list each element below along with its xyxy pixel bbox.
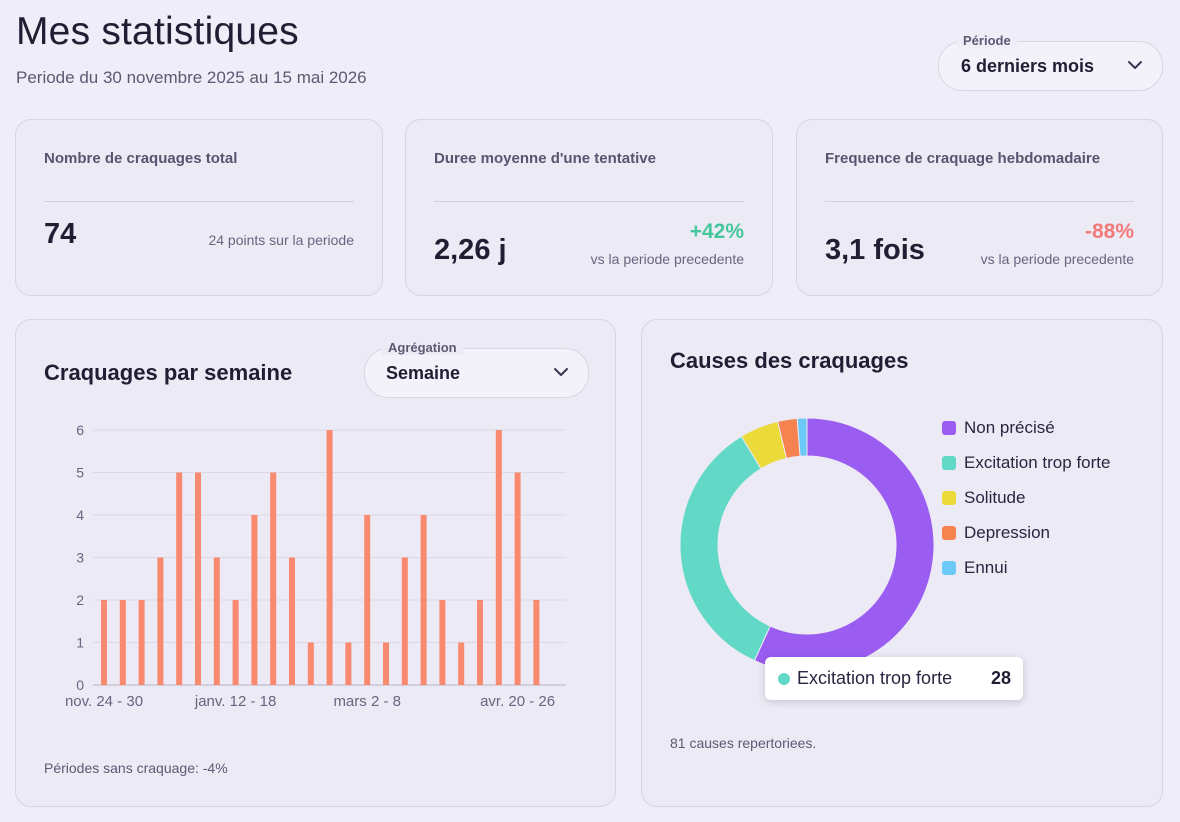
- legend-swatch: [942, 490, 956, 505]
- tooltip-swatch: [778, 673, 790, 685]
- kpi-note: vs la periode precedente: [590, 251, 744, 267]
- kpi-card-frequency: Frequence de craquage hebdomadaire 3,1 f…: [796, 119, 1163, 296]
- period-select-value: 6 derniers mois: [961, 56, 1095, 76]
- kpi-title: Duree moyenne d'une tentative: [434, 150, 656, 167]
- tooltip-label: Excitation trop forte: [797, 668, 953, 688]
- legend-item[interactable]: Solitude: [942, 480, 1110, 515]
- panel-title: Causes des craquages: [670, 348, 909, 373]
- legend-label: Excitation trop forte: [964, 452, 1111, 472]
- legend-swatch: [942, 525, 956, 540]
- kpi-delta: -88%: [1084, 220, 1134, 243]
- legend-item[interactable]: Excitation trop forte: [942, 445, 1110, 480]
- weekly-chart-card: Craquages par semaine Agrégation Semaine…: [15, 319, 616, 807]
- divider: [434, 201, 744, 202]
- kpi-note: 24 points sur la periode: [208, 232, 354, 248]
- tooltip-value: 28: [990, 668, 1011, 688]
- divider: [825, 201, 1134, 202]
- period-select[interactable]: Période 6 derniers mois: [938, 33, 1163, 91]
- kpi-value: 2,26 j: [434, 234, 507, 266]
- aggregation-select-label: Agrégation: [382, 340, 463, 355]
- chart-footnote: 81 causes repertoriees.: [670, 735, 817, 751]
- period-select-label: Période: [957, 33, 1017, 48]
- kpi-title: Frequence de craquage hebdomadaire: [825, 150, 1101, 167]
- legend-swatch: [942, 455, 956, 470]
- legend-swatch: [942, 420, 956, 435]
- kpi-title: Nombre de craquages total: [44, 150, 238, 167]
- kpi-delta: +42%: [689, 220, 744, 243]
- chevron-down-icon: [554, 368, 568, 376]
- legend-label: Ennui: [964, 557, 1008, 577]
- legend-label: Depression: [964, 522, 1050, 542]
- legend-label: Non précisé: [964, 417, 1055, 437]
- kpi-value: 74: [44, 218, 77, 250]
- kpi-card-duration: Duree moyenne d'une tentative 2,26 j +42…: [405, 119, 773, 296]
- page-title: Mes statistiques: [16, 10, 299, 53]
- panel-title: Craquages par semaine: [44, 360, 293, 385]
- aggregation-select-value: Semaine: [386, 363, 461, 383]
- legend-swatch: [942, 560, 956, 575]
- divider: [44, 201, 354, 202]
- legend-item[interactable]: Non précisé: [942, 410, 1110, 445]
- donut-legend: Non précisé Excitation trop forte Solitude…: [942, 410, 1110, 585]
- legend-label: Solitude: [964, 487, 1026, 507]
- chart-footnote: Périodes sans craquage: -4%: [44, 760, 228, 776]
- chevron-down-icon: [1128, 61, 1142, 69]
- legend-item[interactable]: Depression: [942, 515, 1110, 550]
- kpi-card-total: Nombre de craquages total 74 24 points s…: [15, 119, 383, 296]
- aggregation-select[interactable]: Agrégation Semaine: [364, 340, 589, 398]
- period-subtitle: Periode du 30 novembre 2025 au 15 mai 20…: [16, 68, 367, 87]
- legend-item[interactable]: Ennui: [942, 550, 1110, 585]
- kpi-value: 3,1 fois: [825, 234, 925, 266]
- donut-tooltip: Excitation trop forte 28: [765, 657, 1023, 700]
- kpi-note: vs la periode precedente: [980, 251, 1134, 267]
